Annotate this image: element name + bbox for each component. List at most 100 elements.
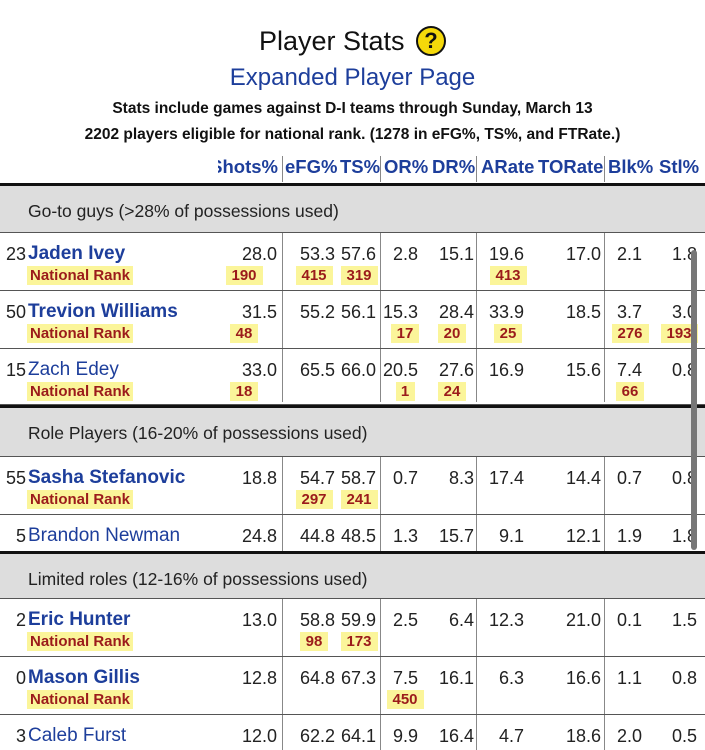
column-divider: [476, 156, 477, 182]
player-number: 55: [5, 468, 26, 488]
national-rank-value: 193: [660, 324, 698, 343]
column-divider: [604, 156, 605, 182]
stat-cell: 12.1: [565, 526, 601, 546]
national-rank-value: 25: [494, 324, 522, 343]
column-divider: [282, 598, 283, 750]
section-header: [0, 554, 705, 598]
column-header-7[interactable]: Blk%: [608, 156, 654, 177]
stat-cell: 0.7: [392, 468, 418, 488]
national-rank-value: 18: [230, 382, 258, 401]
stat-cell: 66.0: [340, 360, 376, 380]
national-rank-value: 241: [340, 490, 378, 509]
stat-cell: 54.7: [299, 468, 335, 488]
national-rank-value: 24: [438, 382, 466, 401]
section-rule: [0, 405, 705, 408]
stat-cell: 6.3: [498, 668, 524, 688]
column-divider: [604, 598, 605, 750]
row-divider: [0, 404, 705, 405]
stat-cell: 28.0: [241, 244, 277, 264]
row-divider: [0, 514, 705, 515]
column-header-1[interactable]: eFG%: [285, 156, 338, 177]
column-header-5[interactable]: ARate: [481, 156, 535, 177]
row-divider: [0, 456, 705, 457]
row-divider: [0, 598, 705, 599]
stat-cell: 65.5: [299, 360, 335, 380]
player-name-link[interactable]: Mason Gillis: [28, 667, 140, 688]
column-divider: [380, 232, 381, 402]
national-rank-value: 173: [340, 632, 378, 651]
stat-cell: 18.6: [565, 726, 601, 746]
stat-cell: 16.1: [438, 668, 474, 688]
stat-cell: 55.2: [299, 302, 335, 322]
stat-cell: 58.7: [340, 468, 376, 488]
stat-cell: 4.7: [498, 726, 524, 746]
column-divider: [282, 456, 283, 552]
row-divider: [0, 232, 705, 233]
scrollbar-thumb[interactable]: [691, 250, 697, 550]
column-header-2[interactable]: TS%: [340, 156, 381, 177]
column-header-3[interactable]: OR%: [384, 156, 429, 177]
help-icon[interactable]: ?: [416, 26, 447, 56]
stat-cell: 21.0: [565, 610, 601, 630]
stat-cell: 12.8: [241, 668, 277, 688]
stat-cell: 2.8: [392, 244, 418, 264]
stat-cell: 1.1: [616, 668, 642, 688]
stat-cell: 13.0: [241, 610, 277, 630]
stat-cell: 15.1: [438, 244, 474, 264]
national-rank-value: 297: [295, 490, 333, 509]
stat-cell: 0.8: [671, 360, 697, 380]
national-rank-value: 413: [489, 266, 527, 285]
stat-cell: 31.5: [241, 302, 277, 322]
national-rank-value: 66: [616, 382, 644, 401]
national-rank-value: 20: [438, 324, 466, 343]
column-header-4[interactable]: DR%: [432, 156, 476, 177]
column-header-6[interactable]: TORate: [538, 156, 604, 177]
section-label: Limited roles (12-16% of possessions use…: [28, 569, 368, 589]
stat-cell: 2.5: [392, 610, 418, 630]
stat-cell: 58.8: [299, 610, 335, 630]
stat-cell: 1.9: [616, 526, 642, 546]
player-name-link[interactable]: Jaden Ivey: [28, 243, 126, 264]
row-divider: [0, 714, 705, 715]
stat-cell: 3.7: [616, 302, 642, 322]
column-header-0[interactable]: %Shots: [218, 156, 278, 177]
national-rank-value: 450: [386, 690, 424, 709]
stat-cell: 8.3: [448, 468, 474, 488]
stat-cell: 1.8: [671, 526, 697, 546]
column-divider: [604, 232, 605, 402]
stat-cell: 57.6: [340, 244, 376, 264]
stat-cell: 16.6: [565, 668, 601, 688]
stat-cell: 3.0: [671, 302, 697, 322]
player-number: 0: [15, 668, 26, 688]
stat-cell: 27.6: [438, 360, 474, 380]
expanded-player-page-link[interactable]: Expanded Player Page: [229, 64, 476, 91]
stat-cell: 24.8: [241, 526, 277, 546]
column-divider: [380, 598, 381, 750]
vertical-scrollbar[interactable]: [691, 250, 697, 750]
player-name-link[interactable]: Caleb Furst: [28, 725, 127, 746]
stat-cell: 18.8: [241, 468, 277, 488]
column-header-8[interactable]: Stl%: [659, 156, 700, 177]
player-name-link[interactable]: Sasha Stefanovic: [28, 467, 186, 488]
stat-cell: 16.9: [488, 360, 524, 380]
national-rank-value: 48: [230, 324, 258, 343]
page-title: Player Stats: [258, 26, 405, 56]
section-header: [0, 186, 705, 232]
stat-cell: 9.1: [498, 526, 524, 546]
section-header: [0, 408, 705, 456]
stat-cell: 48.5: [340, 526, 376, 546]
stat-cell: 0.5: [671, 726, 697, 746]
national-rank-value: 17: [391, 324, 419, 343]
player-number: 23: [5, 244, 26, 264]
stat-cell: 7.5: [392, 668, 418, 688]
stat-cell: 2.0: [616, 726, 642, 746]
stat-cell: 17.0: [565, 244, 601, 264]
player-name-link[interactable]: Zach Edey: [28, 359, 119, 380]
national-rank-value: 190: [225, 266, 263, 285]
player-name-link[interactable]: Eric Hunter: [28, 609, 131, 630]
stat-cell: 12.3: [488, 610, 524, 630]
player-name-link[interactable]: Brandon Newman: [28, 525, 181, 546]
player-number: 2: [15, 610, 26, 630]
player-name-link[interactable]: Trevion Williams: [28, 301, 178, 322]
national-rank-value: 98: [300, 632, 328, 651]
